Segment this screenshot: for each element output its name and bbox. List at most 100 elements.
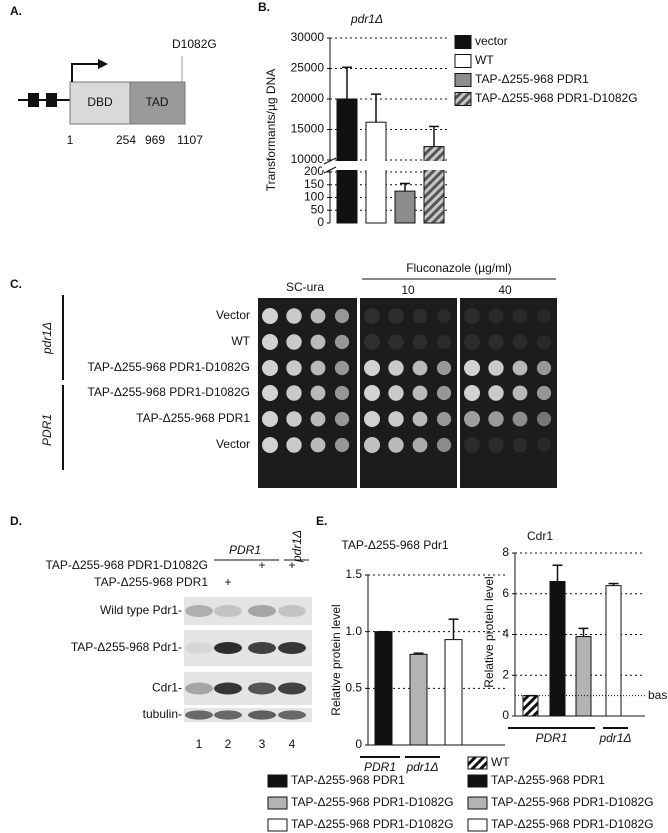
y-tick-label: 0: [502, 708, 509, 722]
colony-spot: [512, 437, 528, 453]
lane-label: 2: [225, 737, 232, 751]
colony-spot: [262, 308, 278, 324]
blot-band: [185, 710, 213, 720]
group-label: pdr1Δ: [40, 322, 54, 355]
legend-label: vector: [475, 34, 508, 48]
blot-band: [278, 710, 306, 720]
y-tick-label: 0: [355, 737, 362, 751]
legend-swatch: [267, 796, 288, 810]
colony-spot: [334, 411, 350, 427]
bar: [394, 190, 416, 224]
legend-label: WT: [491, 755, 510, 769]
colony-spot: [364, 385, 380, 401]
colony-spot: [536, 385, 552, 401]
bar: [409, 653, 428, 746]
legend-label: TAP-Δ255-968 PDR1: [475, 72, 589, 86]
legend-swatch: [467, 818, 488, 832]
colony-spot: [310, 411, 326, 427]
legend-label: TAP-Δ255-968 PDR1: [491, 773, 605, 787]
colony-spot: [436, 334, 452, 350]
colony-spot: [388, 411, 404, 427]
blot-label: Wild type Pdr1-: [100, 603, 182, 617]
colony-spot: [412, 360, 428, 376]
y-axis-label: Relative protein level: [482, 576, 496, 687]
colony-spot: [388, 437, 404, 453]
colony-spot: [436, 437, 452, 453]
colony-spot: [334, 360, 350, 376]
colony-spot: [536, 360, 552, 376]
colony-spot: [412, 334, 428, 350]
legend-label: TAP-Δ255-968 PDR1-D1082G: [491, 795, 654, 809]
colony-spot: [262, 385, 278, 401]
y-axis-label: Relative protein level: [329, 604, 343, 715]
bar: [522, 695, 539, 717]
y-tick-label: 0.5: [345, 681, 362, 695]
colony-spot: [286, 437, 302, 453]
chart-title: Cdr1: [527, 529, 553, 543]
colony-spot: [286, 360, 302, 376]
position-label: 254: [116, 133, 136, 147]
legend-swatch: [454, 35, 472, 49]
blot-label: tubulin-: [143, 707, 182, 721]
y-tick-label: 1.5: [345, 567, 362, 581]
colony-spot: [334, 437, 350, 453]
element-box: [46, 93, 57, 107]
lane-label: 1: [196, 737, 203, 751]
colony-spot: [334, 308, 350, 324]
colony-spot: [512, 411, 528, 427]
colony-spot: [310, 437, 326, 453]
colony-spot: [388, 334, 404, 350]
colony-spot: [512, 385, 528, 401]
row-label: Vector: [216, 308, 250, 322]
column-label: SC-ura: [286, 280, 324, 294]
colony-spot: [334, 334, 350, 350]
row-label: TAP-Δ255-968 PDR1-D1082G: [87, 385, 250, 399]
group-label: pdr1Δ: [598, 731, 631, 745]
y-tick-label: 6: [502, 586, 509, 600]
colony-spot: [286, 411, 302, 427]
colony-spot: [286, 308, 302, 324]
blot-band: [248, 605, 276, 617]
blot-band: [185, 642, 213, 654]
legend-label: TAP-Δ255-968 PDR1-D1082G: [291, 817, 454, 831]
position-label: 969: [145, 133, 165, 147]
lane-label: 3: [259, 737, 266, 751]
blot-label: Cdr1-: [152, 681, 182, 695]
colony-spot: [364, 334, 380, 350]
colony-spot: [310, 334, 326, 350]
construct-mark: +: [258, 558, 265, 572]
row-label: TAP-Δ255-968 PDR1: [136, 411, 250, 425]
y-axis-label: Transformants/µg DNA: [264, 69, 278, 192]
blot-band: [214, 682, 242, 695]
y-tick-label: 30000: [291, 30, 325, 44]
colony-spot: [262, 334, 278, 350]
colony-spot: [388, 385, 404, 401]
group-label: PDR1: [40, 414, 54, 446]
colony-spot: [436, 360, 452, 376]
bar: [423, 146, 445, 224]
arrow: [71, 63, 100, 82]
blot-band: [278, 682, 306, 695]
colony-spot: [464, 360, 480, 376]
legend-swatch: [467, 756, 488, 770]
colony-spot: [464, 385, 480, 401]
blot-band: [185, 605, 213, 617]
legend-swatch: [454, 54, 472, 68]
colony-spot: [388, 308, 404, 324]
legend-label: TAP-Δ255-968 PDR1: [291, 773, 405, 787]
strain-label: pdr1Δ: [290, 530, 304, 563]
construct-mark: +: [224, 575, 231, 589]
position-label: 1107: [177, 133, 203, 147]
colony-spot: [262, 437, 278, 453]
strain-label: PDR1: [229, 543, 261, 557]
colony-spot: [286, 334, 302, 350]
domain-label: DBD: [87, 95, 113, 109]
y-tick-label: 25000: [291, 61, 325, 75]
blot-label: TAP-Δ255-968 Pdr1-: [71, 640, 182, 654]
legend-swatch: [267, 818, 288, 832]
group-label: pdr1Δ: [405, 760, 438, 774]
row-label: Vector: [216, 437, 250, 451]
colony-spot: [364, 360, 380, 376]
blot-band: [214, 710, 242, 720]
